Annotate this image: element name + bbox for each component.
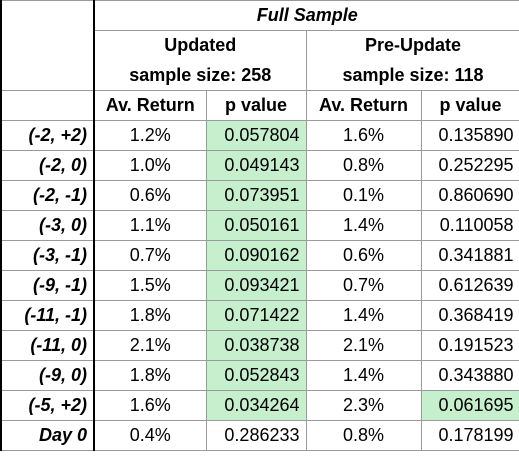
p-value: 0.191523 — [420, 330, 519, 361]
average-return: 0.4% — [93, 420, 207, 451]
average-return: 0.8% — [305, 150, 422, 181]
average-return: 0.7% — [305, 270, 422, 301]
group-row: Updated Pre-Update — [0, 30, 519, 61]
average-return: 1.8% — [93, 360, 207, 391]
p-value: 0.071422 — [205, 300, 307, 331]
average-return: 1.4% — [305, 360, 422, 391]
p-value: 0.178199 — [420, 420, 519, 451]
row-label: (-2, +2) — [0, 120, 95, 151]
data-row: (-3, -1) 0.7% 0.090162 0.6% 0.341881 — [0, 240, 519, 271]
data-row: (-5, +2) 1.6% 0.034264 2.3% 0.061695 — [0, 390, 519, 421]
average-return: 1.1% — [93, 210, 207, 241]
group-name: Updated — [93, 30, 307, 61]
corner-cell — [0, 90, 95, 121]
data-row: (-2, +2) 1.2% 0.057804 1.6% 0.135890 — [0, 120, 519, 151]
p-value: 0.049143 — [205, 150, 307, 181]
sample-size: sample size: 258 — [93, 60, 307, 91]
average-return: 1.0% — [93, 150, 207, 181]
column-header: Av. Return — [305, 90, 422, 121]
p-value: 0.073951 — [205, 180, 307, 211]
average-return: 1.6% — [305, 120, 422, 151]
group-name: Pre-Update — [305, 30, 519, 61]
row-label: (-2, 0) — [0, 150, 95, 181]
row-label: (-3, 0) — [0, 210, 95, 241]
data-row: (-11, 0) 2.1% 0.038738 2.1% 0.191523 — [0, 330, 519, 361]
data-row: (-9, -1) 1.5% 0.093421 0.7% 0.612639 — [0, 270, 519, 301]
average-return: 0.6% — [93, 180, 207, 211]
average-return: 1.8% — [93, 300, 207, 331]
p-value: 0.252295 — [420, 150, 519, 181]
p-value: 0.061695 — [420, 390, 519, 421]
p-value: 0.090162 — [205, 240, 307, 271]
average-return: 0.7% — [93, 240, 207, 271]
row-label: (-5, +2) — [0, 390, 95, 421]
title-row: Full Sample — [0, 0, 519, 31]
sample-size: sample size: 118 — [305, 60, 519, 91]
p-value: 0.038738 — [205, 330, 307, 361]
average-return: 1.2% — [93, 120, 207, 151]
row-label: (-9, 0) — [0, 360, 95, 391]
p-value: 0.612639 — [420, 270, 519, 301]
average-return: 1.5% — [93, 270, 207, 301]
row-label: (-3, -1) — [0, 240, 95, 271]
average-return: 2.3% — [305, 390, 422, 421]
corner-cell — [0, 0, 95, 31]
row-label: (-2, -1) — [0, 180, 95, 211]
data-row: (-2, 0) 1.0% 0.049143 0.8% 0.252295 — [0, 150, 519, 181]
results-table: Full Sample Updated Pre-Update sample si… — [0, 0, 519, 451]
data-row: (-2, -1) 0.6% 0.073951 0.1% 0.860690 — [0, 180, 519, 211]
average-return: 0.8% — [305, 420, 422, 451]
p-value: 0.368419 — [420, 300, 519, 331]
row-label: (-11, 0) — [0, 330, 95, 361]
data-row: (-3, 0) 1.1% 0.050161 1.4% 0.110058 — [0, 210, 519, 241]
table-body: Full Sample Updated Pre-Update sample si… — [0, 0, 519, 451]
sample-row: sample size: 258 sample size: 118 — [0, 60, 519, 91]
p-value: 0.341881 — [420, 240, 519, 271]
p-value: 0.034264 — [205, 390, 307, 421]
column-header-row: Av. Return p value Av. Return p value — [0, 90, 519, 121]
row-label: (-11, -1) — [0, 300, 95, 331]
column-header: Av. Return — [93, 90, 207, 121]
average-return: 2.1% — [93, 330, 207, 361]
p-value: 0.052843 — [205, 360, 307, 391]
data-row: Day 0 0.4% 0.286233 0.8% 0.178199 — [0, 420, 519, 451]
average-return: 0.1% — [305, 180, 422, 211]
average-return: 2.1% — [305, 330, 422, 361]
row-label: (-9, -1) — [0, 270, 95, 301]
corner-cell — [0, 60, 95, 91]
p-value: 0.057804 — [205, 120, 307, 151]
data-row: (-9, 0) 1.8% 0.052843 1.4% 0.343880 — [0, 360, 519, 391]
column-header: p value — [205, 90, 307, 121]
p-value: 0.286233 — [205, 420, 307, 451]
p-value: 0.135890 — [420, 120, 519, 151]
p-value: 0.110058 — [420, 210, 519, 241]
table-title: Full Sample — [93, 0, 519, 31]
p-value: 0.860690 — [420, 180, 519, 211]
average-return: 1.4% — [305, 300, 422, 331]
average-return: 1.4% — [305, 210, 422, 241]
average-return: 0.6% — [305, 240, 422, 271]
column-header: p value — [420, 90, 519, 121]
p-value: 0.050161 — [205, 210, 307, 241]
p-value: 0.343880 — [420, 360, 519, 391]
row-label: Day 0 — [0, 420, 95, 451]
data-row: (-11, -1) 1.8% 0.071422 1.4% 0.368419 — [0, 300, 519, 331]
corner-cell — [0, 30, 95, 61]
p-value: 0.093421 — [205, 270, 307, 301]
average-return: 1.6% — [93, 390, 207, 421]
